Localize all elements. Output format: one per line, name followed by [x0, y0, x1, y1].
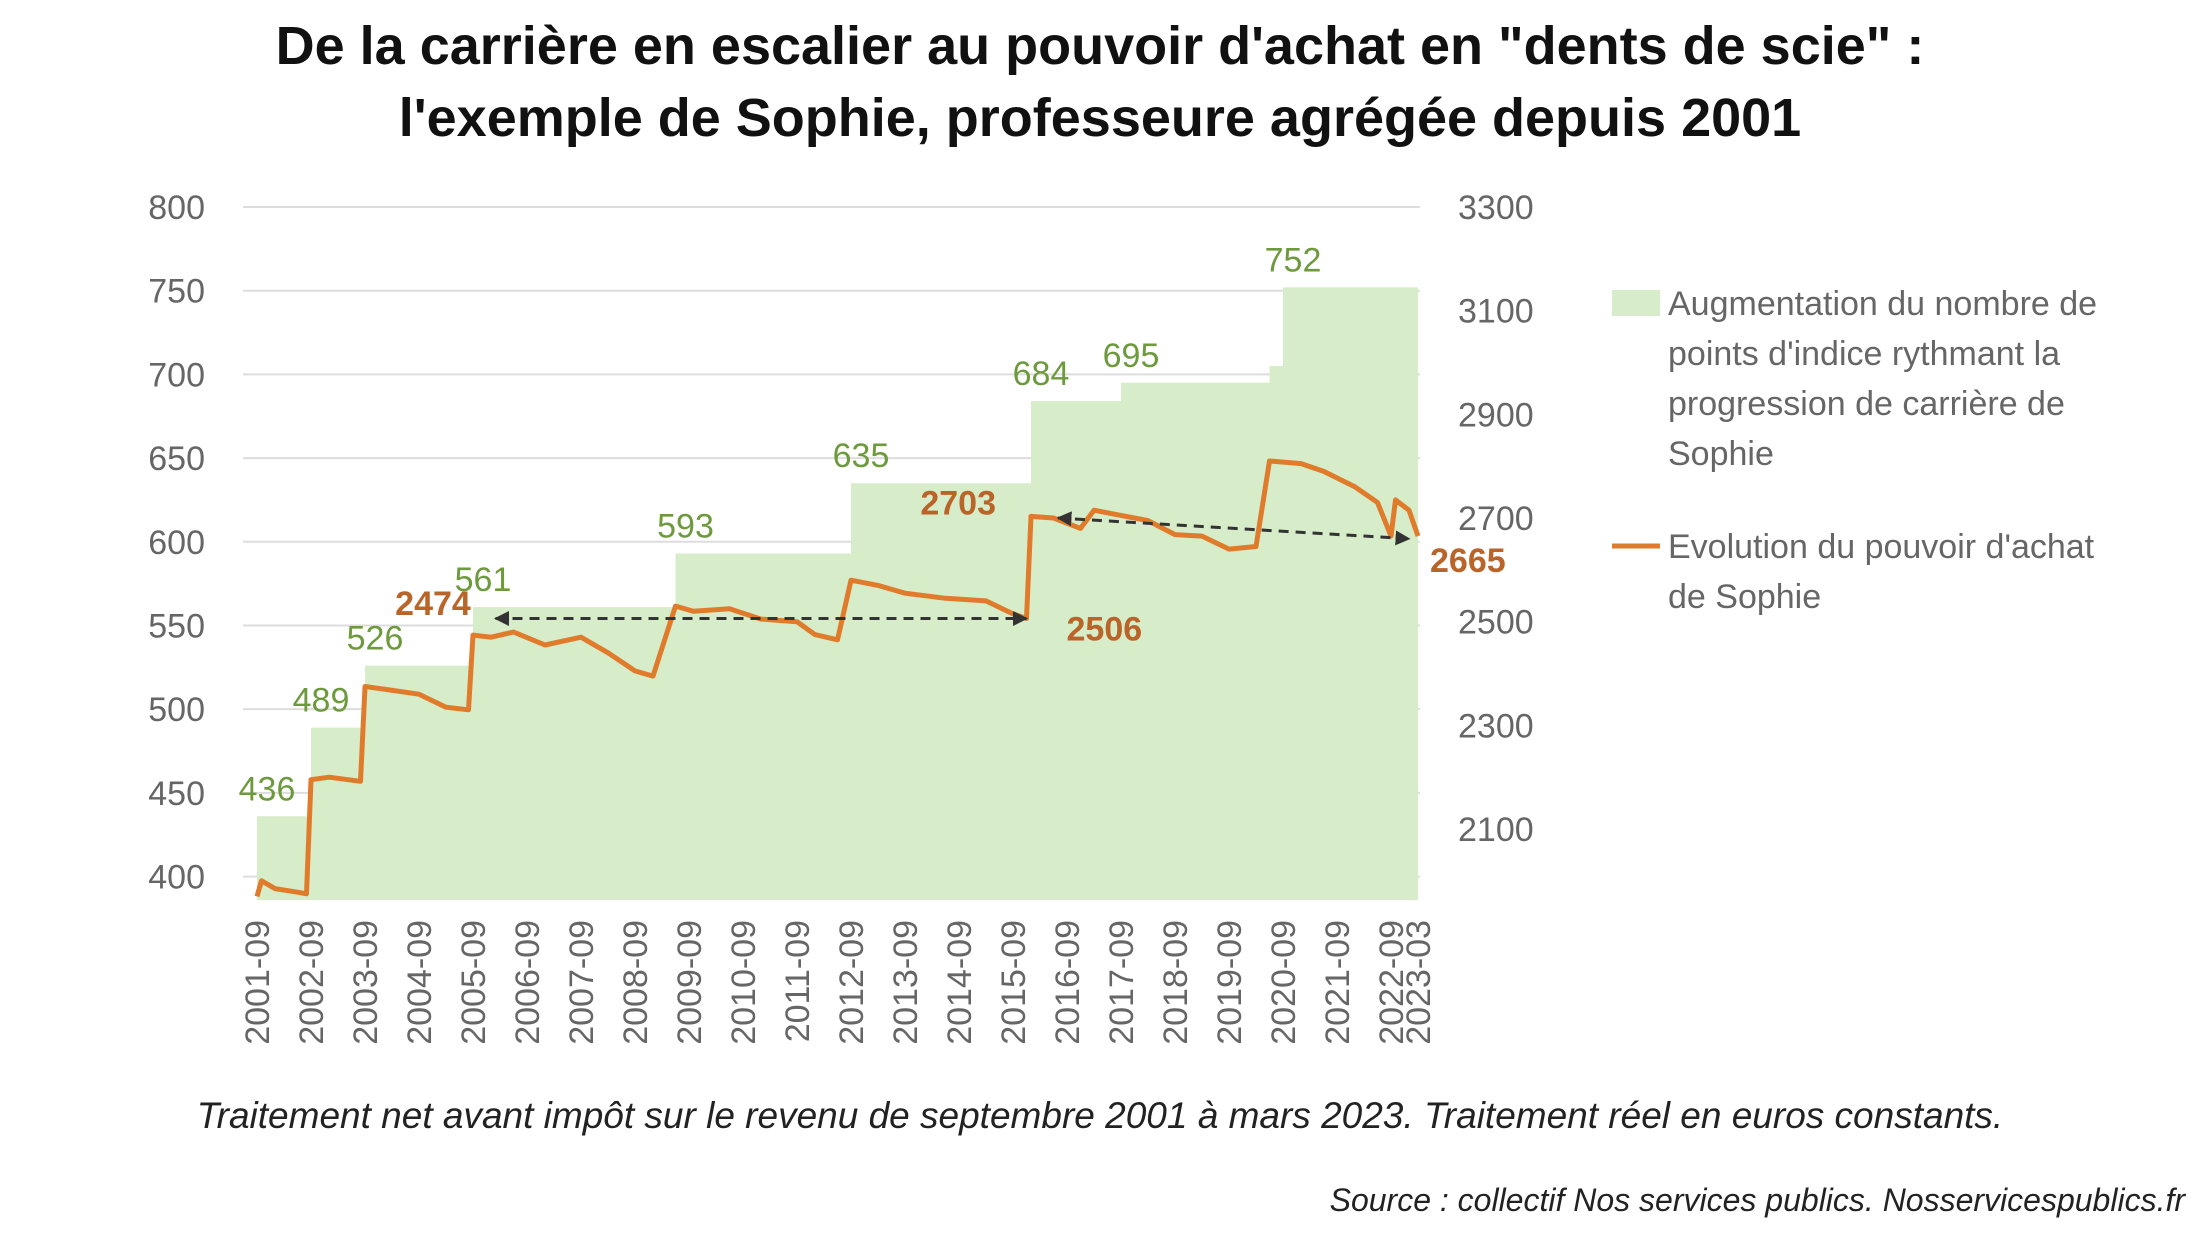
purchasing-power-labels: 2474 2506 2703 2665	[395, 484, 1505, 648]
left-tick-label: 650	[148, 440, 205, 478]
x-tick-label: 2018-09	[1157, 920, 1195, 1045]
title-line-1: De la carrière en escalier au pouvoir d'…	[275, 16, 1925, 76]
x-tick-label: 2010-09	[725, 920, 763, 1045]
x-tick-label: 2016-09	[1049, 920, 1087, 1045]
chart-caption: Traitement net avant impôt sur le revenu…	[196, 1095, 2004, 1136]
x-tick-label: 2020-09	[1265, 920, 1303, 1045]
chart-canvas: 400 450 500 550 600 650 700 750 800 2100 2300 2500…	[148, 189, 2097, 1045]
x-tick-label: 2005-09	[455, 920, 493, 1045]
x-tick-label: 2001-09	[239, 920, 277, 1045]
index-point-label: 526	[347, 620, 404, 658]
index-point-label: 561	[455, 561, 512, 599]
x-tick-label: 2021-09	[1319, 920, 1357, 1045]
purchasing-power-label: 2474	[395, 585, 471, 623]
legend-label-area: progression de carrière de	[1668, 385, 2065, 423]
index-point-label: 752	[1265, 241, 1322, 279]
right-tick-label: 3300	[1458, 189, 1534, 227]
legend-label-line: de Sophie	[1668, 578, 1821, 616]
x-tick-label: 2015-09	[995, 920, 1033, 1045]
x-tick-label: 2006-09	[509, 920, 547, 1045]
legend-swatch-area	[1612, 290, 1660, 316]
right-tick-label: 2900	[1458, 396, 1534, 434]
comparison-arrow	[1056, 511, 1411, 546]
purchasing-power-label: 2703	[920, 484, 996, 522]
index-point-label: 593	[657, 508, 714, 546]
left-tick-label: 750	[148, 273, 205, 311]
x-tick-label: 2002-09	[293, 920, 331, 1045]
legend-label-line: Evolution du pouvoir d'achat	[1668, 528, 2095, 566]
x-axis: 2001-09 2002-09 2003-09 2004-09 2005-09 2006-…	[239, 920, 1438, 1045]
x-tick-label: 2012-09	[833, 920, 871, 1045]
index-points-area	[257, 287, 1418, 900]
x-tick-label: 2019-09	[1211, 920, 1249, 1045]
right-tick-label: 2100	[1458, 811, 1534, 849]
x-tick-label: 2023-03	[1400, 920, 1438, 1045]
x-tick-label: 2004-09	[401, 920, 439, 1045]
left-tick-label: 800	[148, 189, 205, 227]
right-tick-label: 3100	[1458, 293, 1534, 331]
left-tick-label: 400	[148, 859, 205, 897]
right-tick-label: 2500	[1458, 604, 1534, 642]
left-tick-label: 550	[148, 607, 205, 645]
source-note: Source : collectif Nos services publics.…	[1329, 1182, 2185, 1218]
purchasing-power-label: 2665	[1430, 542, 1506, 580]
x-tick-label: 2008-09	[617, 920, 655, 1045]
legend-label-area: Sophie	[1668, 435, 1774, 473]
x-tick-label: 2014-09	[941, 920, 979, 1045]
index-point-labels: 436 489 526 561 593 635 684 695 752	[239, 241, 1322, 808]
x-tick-label: 2009-09	[671, 920, 709, 1045]
left-tick-label: 700	[148, 356, 205, 394]
chart-title: De la carrière en escalier au pouvoir d'…	[0, 10, 2200, 154]
index-point-label: 436	[239, 770, 296, 808]
x-tick-label: 2003-09	[347, 920, 385, 1045]
index-point-label: 684	[1013, 355, 1070, 393]
x-tick-label: 2007-09	[563, 920, 601, 1045]
left-tick-label: 600	[148, 524, 205, 562]
legend: Augmentation du nombre de points d'indice…	[1612, 285, 2097, 616]
title-line-2: l'exemple de Sophie, professeure agrégée…	[398, 88, 1802, 148]
x-tick-label: 2013-09	[887, 920, 925, 1045]
comparison-arrows	[494, 511, 1411, 627]
left-tick-label: 500	[148, 691, 205, 729]
x-tick-label: 2022-09	[1373, 920, 1411, 1045]
index-points-step-area	[257, 287, 1418, 900]
right-tick-label: 2700	[1458, 500, 1534, 538]
index-point-label: 695	[1103, 337, 1160, 375]
right-tick-label: 2300	[1458, 707, 1534, 745]
right-axis: 2100 2300 2500 2700 2900 3100 3300	[1458, 189, 1534, 849]
left-tick-label: 450	[148, 775, 205, 813]
x-tick-label: 2017-09	[1103, 920, 1141, 1045]
legend-label-area: Augmentation du nombre de	[1668, 285, 2097, 323]
index-point-label: 635	[833, 437, 890, 475]
legend-label-area: points d'indice rythmant la	[1668, 335, 2060, 373]
index-point-label: 489	[293, 682, 350, 720]
left-axis: 400 450 500 550 600 650 700 750 800	[148, 189, 205, 897]
purchasing-power-label: 2506	[1067, 611, 1143, 649]
x-tick-label: 2011-09	[779, 920, 817, 1042]
